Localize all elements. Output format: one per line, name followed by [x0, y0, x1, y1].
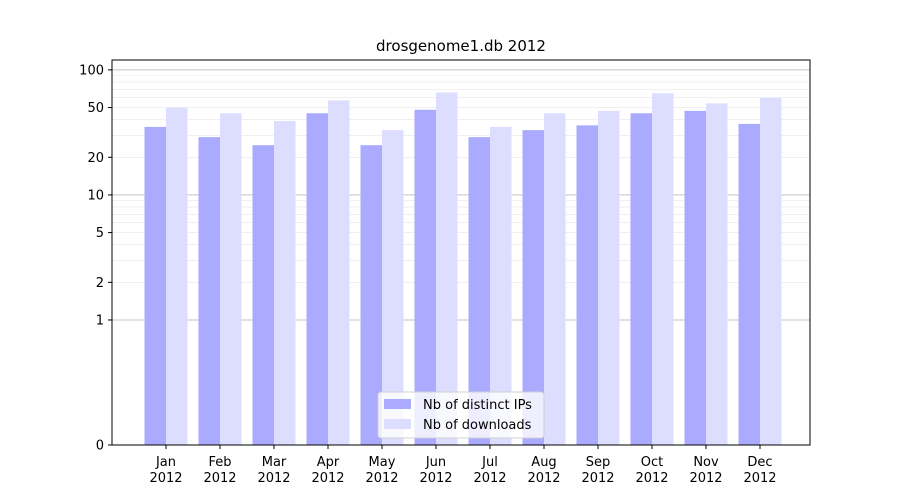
bar-downloads-jul — [490, 126, 512, 446]
bar-downloads-sep — [598, 110, 620, 445]
bar-distinct-ips-apr — [306, 113, 328, 445]
y-axis: 0 1 2 5 10 20 50 100 — [79, 63, 112, 454]
x-tick-label-year: 2012 — [473, 471, 506, 486]
legend-swatch — [384, 399, 411, 409]
x-tick-label-year: 2012 — [203, 471, 236, 486]
x-tick-label-year: 2012 — [419, 471, 452, 486]
bar-downloads-apr — [328, 100, 350, 445]
x-tick-label-year: 2012 — [689, 471, 722, 486]
x-tick-label-month: Nov — [693, 455, 719, 470]
x-tick-label-year: 2012 — [365, 471, 398, 486]
bar-distinct-ips-jul — [468, 137, 490, 445]
bar-distinct-ips-nov — [684, 110, 706, 445]
y-tick-label: 20 — [87, 151, 104, 166]
bar-downloads-dec — [760, 97, 782, 445]
x-tick-label-month: Feb — [208, 455, 231, 470]
bar-downloads-mar — [274, 121, 296, 446]
legend-box — [377, 391, 545, 439]
x-axis: Jan2012Feb2012Mar2012Apr2012May2012Jun20… — [149, 445, 777, 486]
y-tick-label: 50 — [87, 101, 104, 116]
x-tick-label-month: Mar — [262, 455, 287, 470]
x-tick-label-year: 2012 — [743, 471, 776, 486]
bar-distinct-ips-mar — [252, 145, 274, 445]
bar-distinct-ips-jan — [144, 126, 166, 446]
bar-downloads-jan — [166, 107, 188, 446]
x-tick-label-month: Dec — [747, 455, 772, 470]
plot-frame — [111, 59, 811, 446]
legend-label: Nb of downloads — [423, 418, 532, 433]
x-tick-label-year: 2012 — [527, 471, 560, 486]
bar-downloads-nov — [706, 103, 728, 446]
bar-distinct-ips-feb — [198, 137, 220, 445]
x-tick-label-year: 2012 — [635, 471, 668, 486]
y-tick-label: 10 — [87, 188, 104, 203]
x-tick-label-year: 2012 — [311, 471, 344, 486]
x-tick-label-month: Jan — [155, 455, 176, 470]
legend-label: Nb of distinct IPs — [423, 398, 532, 413]
x-tick-label-month: Apr — [317, 455, 340, 470]
x-tick-label-month: Oct — [641, 455, 663, 470]
y-tick-label: 2 — [96, 276, 104, 291]
legend-swatch — [384, 419, 411, 429]
bar-distinct-ips-dec — [738, 123, 760, 445]
x-tick-label-year: 2012 — [149, 471, 182, 486]
bar-distinct-ips-aug — [522, 130, 544, 445]
x-tick-label-month: May — [369, 455, 396, 470]
x-tick-label-month: Sep — [586, 455, 611, 470]
bar-distinct-ips-jun — [414, 109, 436, 445]
bar-distinct-ips-oct — [630, 113, 652, 445]
bar-downloads-aug — [544, 113, 566, 445]
bars-layer — [144, 92, 782, 446]
legend: Nb of distinct IPs Nb of downloads — [377, 391, 545, 439]
bar-downloads-feb — [220, 113, 242, 445]
chart-title: drosgenome1.db 2012 — [376, 37, 546, 55]
x-tick-label-month: Jul — [481, 455, 498, 470]
x-tick-label-year: 2012 — [581, 471, 614, 486]
y-tick-label: 5 — [96, 226, 104, 241]
bar-downloads-may — [382, 130, 404, 445]
bar-downloads-oct — [652, 93, 674, 446]
bar-distinct-ips-may — [360, 145, 382, 445]
x-tick-label-year: 2012 — [257, 471, 290, 486]
x-tick-label-month: Aug — [531, 455, 556, 470]
x-tick-label-month: Jun — [425, 455, 446, 470]
y-tick-label: 1 — [96, 313, 104, 328]
y-tick-label: 100 — [79, 63, 104, 78]
bar-distinct-ips-sep — [576, 125, 598, 445]
bar-downloads-jun — [436, 92, 458, 446]
y-tick-label: 0 — [96, 439, 104, 454]
